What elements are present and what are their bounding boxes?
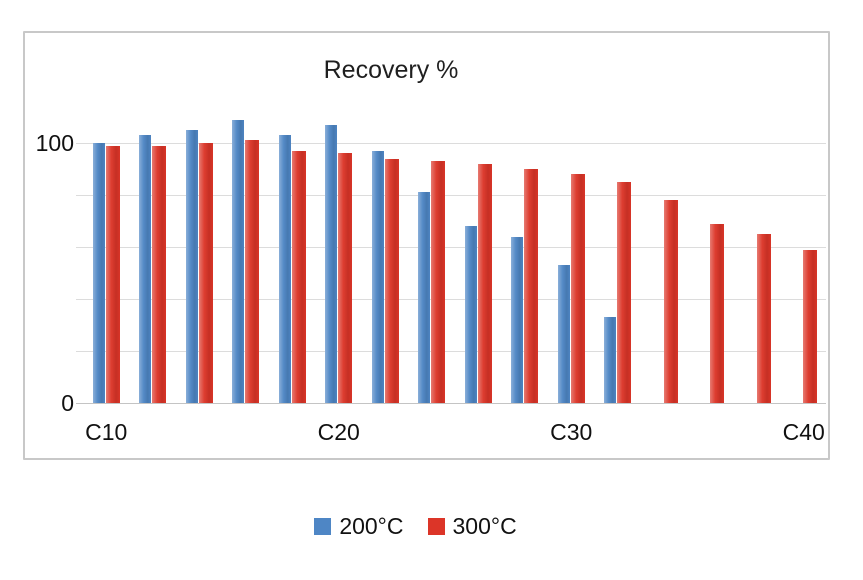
legend-item-300c: 300°C [427,513,517,540]
bar-c34-300c [663,200,678,403]
bar-group-c30 [548,117,595,403]
bar-group-c38 [734,117,781,403]
bar-group-c26 [455,117,502,403]
legend-swatch-200c-icon [314,518,332,535]
bar-c18-300c [291,151,306,403]
x-tick-label-c40: C40 [782,419,825,445]
bar-c32-300c [617,182,632,403]
bar-group-c34 [641,117,688,403]
bar-group-c32 [595,117,642,403]
chart-title: Recovery % [323,56,459,84]
bar-c28-300c [524,169,539,403]
bar-c16-300c [245,140,260,403]
bar-c30-200c [557,265,570,403]
bar-c14-300c [198,143,213,403]
bar-group-c24 [409,117,456,403]
legend: 200°C 300°C [0,513,847,540]
bar-c24-300c [431,161,446,403]
bar-c10-300c [105,146,120,403]
bar-c22-200c [371,151,384,403]
y-tick-label-100: 100 [35,130,74,156]
legend-label-200c: 200°C [339,513,404,539]
bar-c26-200c [464,226,477,403]
bar-c26-300c [477,164,492,403]
bar-group-c40 [781,117,828,403]
bar-c16-200c [232,120,245,403]
gridline-80 [76,195,826,196]
bar-group-c28 [502,117,549,403]
bar-c14-200c [185,130,198,403]
x-tick-label-c20: C20 [317,419,360,445]
bar-c20-300c [338,153,353,403]
bar-c10-200c [92,143,105,403]
bar-c12-300c [152,146,167,403]
bar-c40-300c [803,250,818,403]
bar-c20-200c [325,125,338,403]
x-tick-label-c30: C30 [550,419,593,445]
gridline-40 [76,299,826,300]
bar-c12-200c [139,135,152,403]
bar-c28-200c [511,237,524,403]
gridline-0 [76,403,826,404]
bar-group-c12 [130,117,177,403]
bar-c32-200c [604,317,617,403]
bar-c22-300c [384,159,399,403]
x-tick-label-c10: C10 [85,419,128,445]
plot-area [83,117,827,403]
legend-item-200c: 200°C [314,513,404,540]
bar-group-c20 [316,117,363,403]
gridline-100 [76,143,826,144]
legend-swatch-300c-icon [427,518,445,535]
bar-c38-300c [756,234,771,403]
bar-group-c10 [83,117,130,403]
y-tick-label-0: 0 [61,390,74,416]
bar-group-c18 [269,117,316,403]
bar-group-c36 [688,117,735,403]
gridline-60 [76,247,826,248]
bar-c18-200c [278,135,291,403]
bar-c36-300c [710,224,725,403]
bar-c24-200c [418,192,431,403]
bar-group-c22 [362,117,409,403]
gridline-20 [76,351,826,352]
bar-group-c16 [223,117,270,403]
bar-group-c14 [176,117,223,403]
bar-c30-300c [570,174,585,403]
legend-label-300c: 300°C [452,513,517,539]
